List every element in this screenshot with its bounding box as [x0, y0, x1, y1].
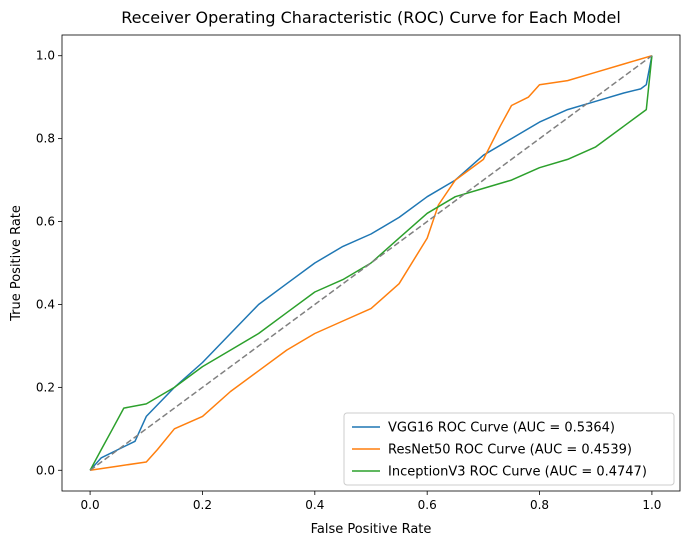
- legend-box: [343, 412, 675, 486]
- plot-area: 0.0 0.2 0.4 0.6 0.8 1.0 0.0 0.2 0.4 0.6 0.8 1.0 VGG1…: [36, 34, 681, 512]
- y-tick-label: 0.6: [36, 215, 55, 229]
- y-axis-label: True Positive Rate: [9, 205, 24, 322]
- x-tick-label: 0.0: [81, 498, 100, 512]
- x-axis-label: False Positive Rate: [311, 522, 432, 537]
- chance-diagonal-line: [89, 55, 653, 471]
- y-tick-label: 0.4: [36, 297, 55, 311]
- y-tick-label: 0.8: [36, 132, 55, 146]
- chart-title: Receiver Operating Characteristic (ROC) …: [121, 8, 621, 27]
- y-tick-label: 0.0: [36, 463, 55, 477]
- y-tick-label: 0.2: [36, 380, 55, 394]
- x-tick-label: 0.4: [305, 498, 324, 512]
- legend-entry: VGG16 ROC Curve (AUC = 0.5364): [388, 421, 615, 436]
- x-tick-label: 0.2: [193, 498, 212, 512]
- series-line-2: [89, 55, 653, 471]
- y-tick-label: 1.0: [36, 49, 55, 63]
- axes-frame: [61, 34, 681, 492]
- x-tick-label: 1.0: [642, 498, 661, 512]
- legend-entry: ResNet50 ROC Curve (AUC = 0.4539): [388, 443, 632, 458]
- x-tick-label: 0.8: [530, 498, 549, 512]
- series-line-1: [89, 54, 653, 472]
- x-tick-label: 0.6: [418, 498, 437, 512]
- series-line-0: [89, 55, 653, 471]
- legend-entry: InceptionV3 ROC Curve (AUC = 0.4747): [388, 465, 647, 480]
